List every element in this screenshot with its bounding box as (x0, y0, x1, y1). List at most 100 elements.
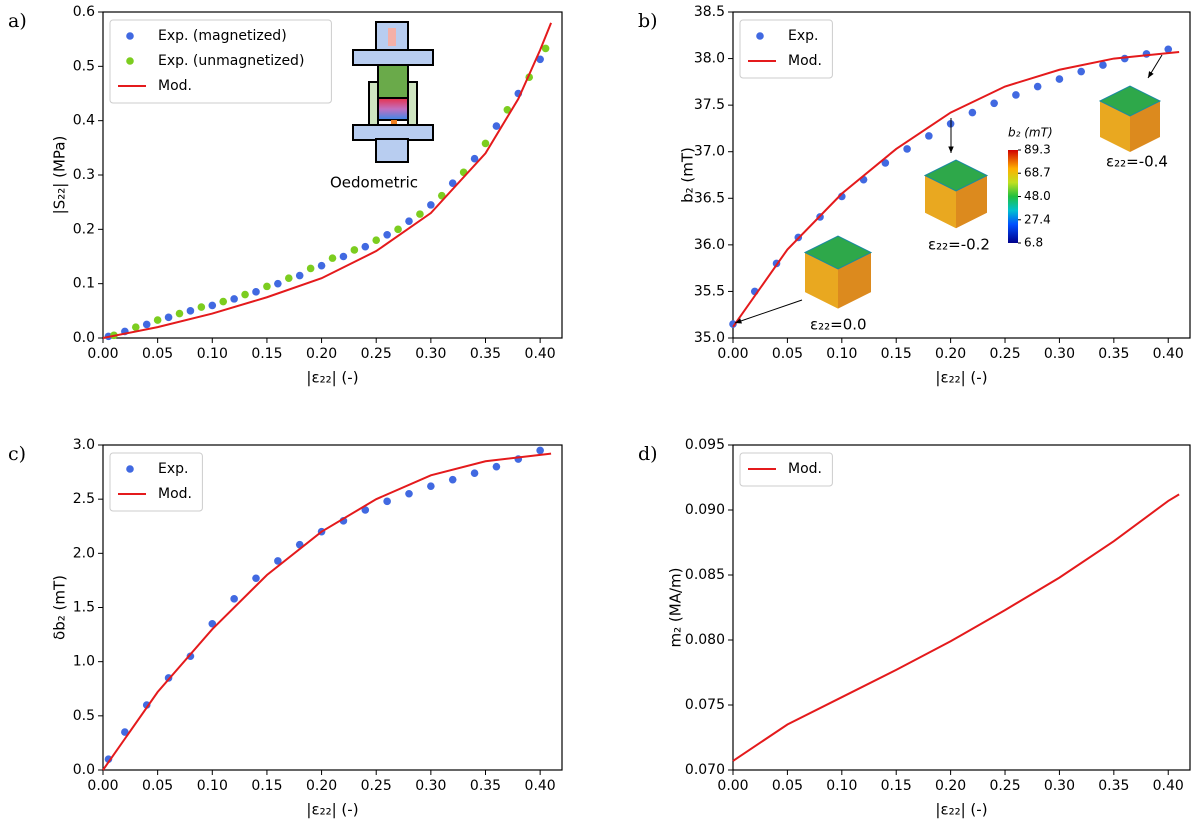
data-point (448, 179, 457, 187)
data-point (230, 295, 238, 303)
legend-label: Exp. (unmagnetized) (158, 53, 304, 69)
y-tick-label: 0.1 (73, 276, 95, 292)
x-tick-label: 0.25 (989, 778, 1020, 794)
x-tick-label: 0.35 (1098, 778, 1129, 794)
data-point (881, 159, 890, 167)
legend-marker (126, 465, 134, 473)
x-axis-label: |ε₂₂| (-) (935, 801, 987, 819)
legend-label: Mod. (158, 78, 192, 94)
data-point (541, 44, 550, 53)
colorbar (1008, 150, 1018, 243)
y-tick-label: 1.0 (73, 654, 95, 670)
data-point (274, 279, 282, 288)
data-point (350, 246, 359, 254)
data-point (142, 701, 151, 709)
x-tick-label: 0.00 (717, 346, 748, 362)
data-point (175, 309, 184, 318)
panel-label: c) (8, 443, 26, 465)
legend-marker (756, 32, 764, 40)
y-axis-label: |S₂₂| (MPa) (51, 136, 69, 215)
y-tick-label: 0.090 (685, 502, 725, 518)
data-point (416, 210, 424, 218)
arrow (734, 299, 803, 324)
y-tick-label: 0.5 (73, 58, 95, 74)
data-point (306, 264, 315, 273)
data-point (503, 106, 512, 114)
colorbar-tick-label: 89.3 (1024, 143, 1051, 157)
arrow-head (948, 146, 954, 153)
x-tick-label: 0.05 (772, 346, 803, 362)
data-point (274, 557, 282, 565)
y-tick-label: 36.0 (694, 237, 725, 253)
legend-label: Mod. (788, 461, 822, 477)
x-tick-label: 0.40 (1153, 346, 1184, 362)
data-point (968, 108, 977, 117)
x-tick-label: 0.05 (142, 346, 173, 362)
data-point (295, 271, 304, 280)
data-point (427, 201, 435, 209)
cube-left (925, 175, 956, 229)
legend-label: Exp. (788, 28, 818, 44)
model-line (102, 22, 552, 339)
x-tick-label: 0.05 (772, 778, 803, 794)
data-point (208, 301, 217, 310)
annotation: ε₂₂=0.0 (810, 316, 867, 334)
cube-image (803, 235, 873, 309)
cube-top (803, 235, 873, 270)
data-point (284, 274, 293, 283)
data-point (1033, 82, 1042, 91)
data-point (536, 55, 544, 64)
plot-frame (732, 11, 1191, 339)
y-tick-label: 38.0 (694, 51, 725, 67)
data-point (142, 320, 151, 329)
legend-box (109, 19, 332, 104)
cube-image (1098, 85, 1162, 152)
y-tick-label: 3.0 (73, 437, 95, 453)
y-tick-label: 1.5 (73, 600, 95, 616)
data-point (1164, 45, 1173, 54)
data-point (427, 482, 435, 490)
data-point (208, 619, 217, 628)
colorbar-tick-label: 27.4 (1024, 212, 1051, 226)
data-point (729, 320, 737, 328)
legend-label: Mod. (788, 53, 822, 69)
data-point (1099, 61, 1107, 69)
y-tick-label: 0.095 (685, 437, 725, 453)
x-tick-label: 0.35 (1098, 346, 1129, 362)
x-tick-label: 0.10 (197, 778, 228, 794)
x-tick-label: 0.15 (881, 778, 912, 794)
x-tick-label: 0.05 (142, 778, 173, 794)
data-point (164, 313, 173, 322)
data-point (121, 728, 129, 736)
cube-right (838, 252, 871, 309)
y-axis-label: m₂ (MA/m) (667, 568, 685, 648)
colorbar-tick-label: 68.7 (1024, 166, 1051, 180)
data-point (230, 595, 238, 603)
x-tick-label: 0.20 (306, 778, 337, 794)
data-point (481, 139, 490, 148)
data-point (492, 462, 501, 471)
x-tick-label: 0.40 (525, 778, 556, 794)
legend: Exp. Mod. (739, 19, 833, 79)
y-tick-label: 2.0 (73, 545, 95, 561)
cube-right (1130, 101, 1160, 152)
legend-label: Mod. (158, 486, 192, 502)
y-tick-label: 0.0 (73, 330, 95, 346)
arrow-head (1148, 71, 1154, 78)
x-tick-label: 0.15 (251, 346, 282, 362)
y-tick-label: 37.5 (694, 97, 725, 113)
x-tick-label: 0.30 (415, 778, 446, 794)
legend-box (109, 452, 203, 512)
data-point (383, 497, 391, 506)
data-point (470, 469, 479, 477)
data-point (470, 154, 479, 163)
y-axis-label: δb₂ (mT) (51, 575, 69, 640)
data-point (1012, 91, 1020, 99)
panel-label: d) (638, 443, 658, 465)
x-tick-label: 0.25 (361, 778, 392, 794)
y-tick-label: 38.5 (694, 4, 725, 20)
y-tick-label: 2.5 (73, 491, 95, 507)
data-point (1077, 67, 1085, 76)
legend: Exp. (magnetized) Exp. (unmagnetized) Mod. (109, 19, 332, 104)
